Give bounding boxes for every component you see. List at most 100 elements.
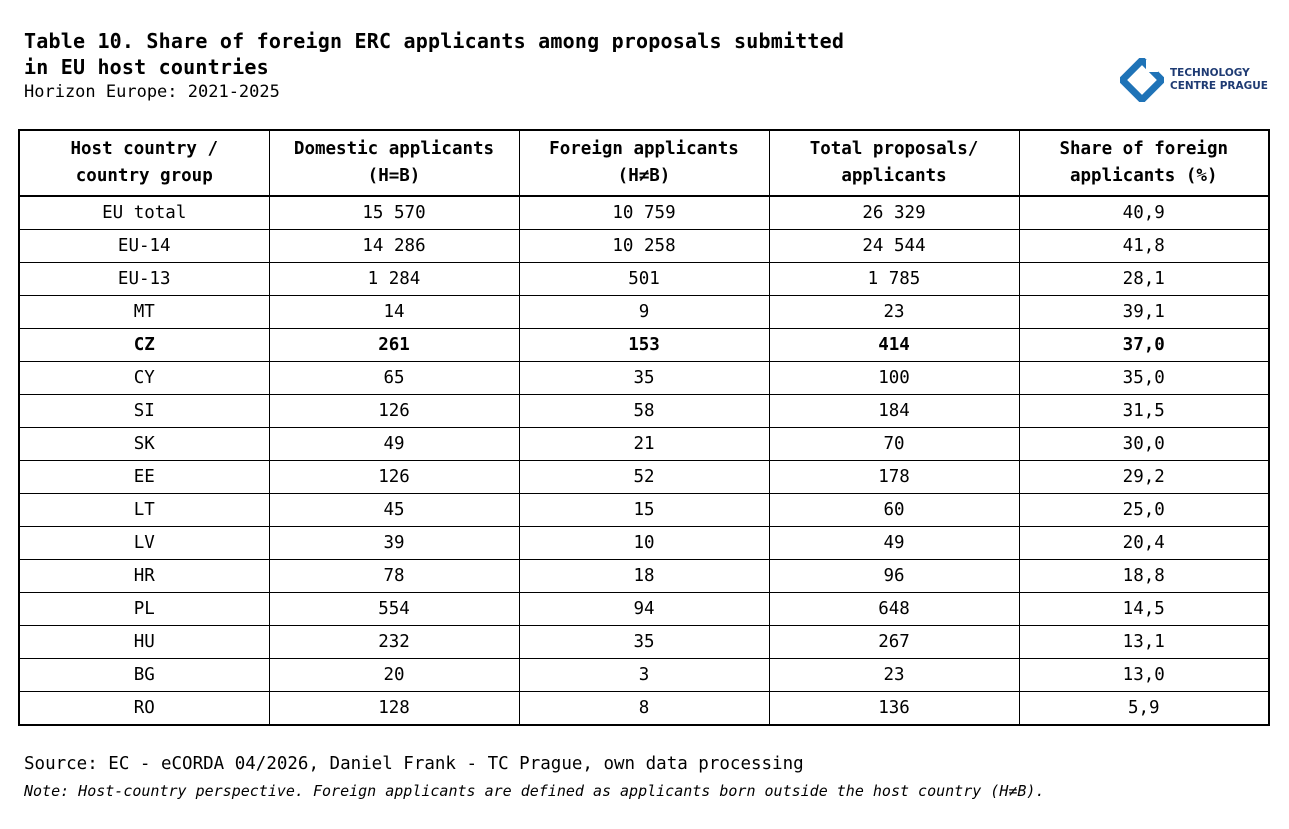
cell-share: 39,1 — [1018, 295, 1270, 329]
cell-country: EU-13 — [18, 262, 270, 296]
data-table: Host country / country group Domestic app… — [18, 129, 1270, 726]
cell-share: 25,0 — [1018, 493, 1270, 527]
table-subtitle: Horizon Europe: 2021-2025 — [24, 82, 280, 102]
cell-share: 5,9 — [1018, 691, 1270, 726]
cell-country: LT — [18, 493, 270, 527]
cell-foreign: 21 — [518, 427, 770, 461]
cell-foreign: 3 — [518, 658, 770, 692]
cell-foreign: 52 — [518, 460, 770, 494]
cell-share: 13,0 — [1018, 658, 1270, 692]
cell-country: CY — [18, 361, 270, 395]
cell-country: PL — [18, 592, 270, 626]
table-row: EE 126 52 178 29,2 — [18, 460, 1270, 494]
cell-country: EU-14 — [18, 229, 270, 263]
cell-foreign: 35 — [518, 361, 770, 395]
table-row: RO 128 8 136 5,9 — [18, 691, 1270, 726]
cell-foreign: 501 — [518, 262, 770, 296]
logo-text: TECHNOLOGY CENTRE PRAGUE — [1170, 67, 1268, 93]
header-total-proposals: Total proposals/applicants — [768, 130, 1020, 197]
cell-domestic: 14 286 — [268, 229, 520, 263]
table-row: SK 49 21 70 30,0 — [18, 427, 1270, 461]
cell-share: 40,9 — [1018, 196, 1270, 230]
header-domestic-applicants: Domestic applicants (H=B) — [268, 130, 520, 197]
cell-total: 267 — [768, 625, 1020, 659]
cell-country: EU total — [18, 196, 270, 230]
cell-total: 648 — [768, 592, 1020, 626]
cell-total: 70 — [768, 427, 1020, 461]
logo-text-line-1: TECHNOLOGY — [1170, 67, 1250, 79]
cell-foreign: 9 — [518, 295, 770, 329]
cell-domestic: 20 — [268, 658, 520, 692]
table-title: Table 10. Share of foreign ERC applicant… — [24, 28, 844, 80]
cell-share: 35,0 — [1018, 361, 1270, 395]
cell-country: CZ — [18, 328, 270, 362]
cell-total: 184 — [768, 394, 1020, 428]
title-line-1: Table 10. Share of foreign ERC applicant… — [24, 29, 845, 53]
cell-domestic: 126 — [268, 394, 520, 428]
cell-domestic: 78 — [268, 559, 520, 593]
cell-total: 414 — [768, 328, 1020, 362]
cell-total: 60 — [768, 493, 1020, 527]
table-row: EU-13 1 284 501 1 785 28,1 — [18, 262, 1270, 296]
cell-domestic: 65 — [268, 361, 520, 395]
cell-share: 31,5 — [1018, 394, 1270, 428]
cell-foreign: 153 — [518, 328, 770, 362]
source-text: Source: EC - eCORDA 04/2026, Daniel Fran… — [24, 754, 804, 774]
table-row: CY 65 35 100 35,0 — [18, 361, 1270, 395]
logo-text-line-2: CENTRE PRAGUE — [1170, 80, 1268, 92]
cell-foreign: 10 759 — [518, 196, 770, 230]
note-text: Note: Host-country perspective. Foreign … — [24, 782, 1045, 800]
cell-foreign: 94 — [518, 592, 770, 626]
header-foreign-applicants: Foreign applicants (H≠B) — [518, 130, 770, 197]
cell-country: MT — [18, 295, 270, 329]
cell-share: 20,4 — [1018, 526, 1270, 560]
header-host-country: Host country / country group — [18, 130, 270, 197]
table-row: BG 20 3 23 13,0 — [18, 658, 1270, 692]
cell-share: 41,8 — [1018, 229, 1270, 263]
cell-country: SK — [18, 427, 270, 461]
table-row: MT 14 9 23 39,1 — [18, 295, 1270, 329]
table-row: EU-14 14 286 10 258 24 544 41,8 — [18, 229, 1270, 263]
cell-total: 100 — [768, 361, 1020, 395]
cell-domestic: 232 — [268, 625, 520, 659]
table-row: CZ 261 153 414 37,0 — [18, 328, 1270, 362]
cell-country: HU — [18, 625, 270, 659]
cell-domestic: 126 — [268, 460, 520, 494]
tc-logo-icon — [1120, 58, 1164, 102]
cell-domestic: 14 — [268, 295, 520, 329]
technology-centre-prague-logo: TECHNOLOGY CENTRE PRAGUE — [1120, 58, 1268, 102]
cell-foreign: 15 — [518, 493, 770, 527]
cell-total: 23 — [768, 295, 1020, 329]
cell-country: RO — [18, 691, 270, 726]
cell-country: SI — [18, 394, 270, 428]
cell-foreign: 58 — [518, 394, 770, 428]
cell-share: 28,1 — [1018, 262, 1270, 296]
cell-total: 1 785 — [768, 262, 1020, 296]
cell-share: 13,1 — [1018, 625, 1270, 659]
table-header-row: Host country / country group Domestic app… — [18, 130, 1270, 197]
cell-domestic: 261 — [268, 328, 520, 362]
cell-country: LV — [18, 526, 270, 560]
cell-total: 136 — [768, 691, 1020, 726]
cell-foreign: 35 — [518, 625, 770, 659]
cell-domestic: 39 — [268, 526, 520, 560]
cell-country: BG — [18, 658, 270, 692]
cell-share: 18,8 — [1018, 559, 1270, 593]
title-line-2: in EU host countries — [24, 55, 269, 79]
cell-domestic: 1 284 — [268, 262, 520, 296]
cell-domestic: 45 — [268, 493, 520, 527]
cell-foreign: 8 — [518, 691, 770, 726]
cell-foreign: 18 — [518, 559, 770, 593]
cell-country: EE — [18, 460, 270, 494]
cell-domestic: 128 — [268, 691, 520, 726]
cell-share: 14,5 — [1018, 592, 1270, 626]
cell-domestic: 554 — [268, 592, 520, 626]
cell-foreign: 10 — [518, 526, 770, 560]
cell-share: 37,0 — [1018, 328, 1270, 362]
cell-total: 23 — [768, 658, 1020, 692]
header-share-foreign: Share of foreign applicants (%) — [1018, 130, 1270, 197]
table-row: SI 126 58 184 31,5 — [18, 394, 1270, 428]
table-row: LT 45 15 60 25,0 — [18, 493, 1270, 527]
cell-total: 49 — [768, 526, 1020, 560]
cell-country: HR — [18, 559, 270, 593]
